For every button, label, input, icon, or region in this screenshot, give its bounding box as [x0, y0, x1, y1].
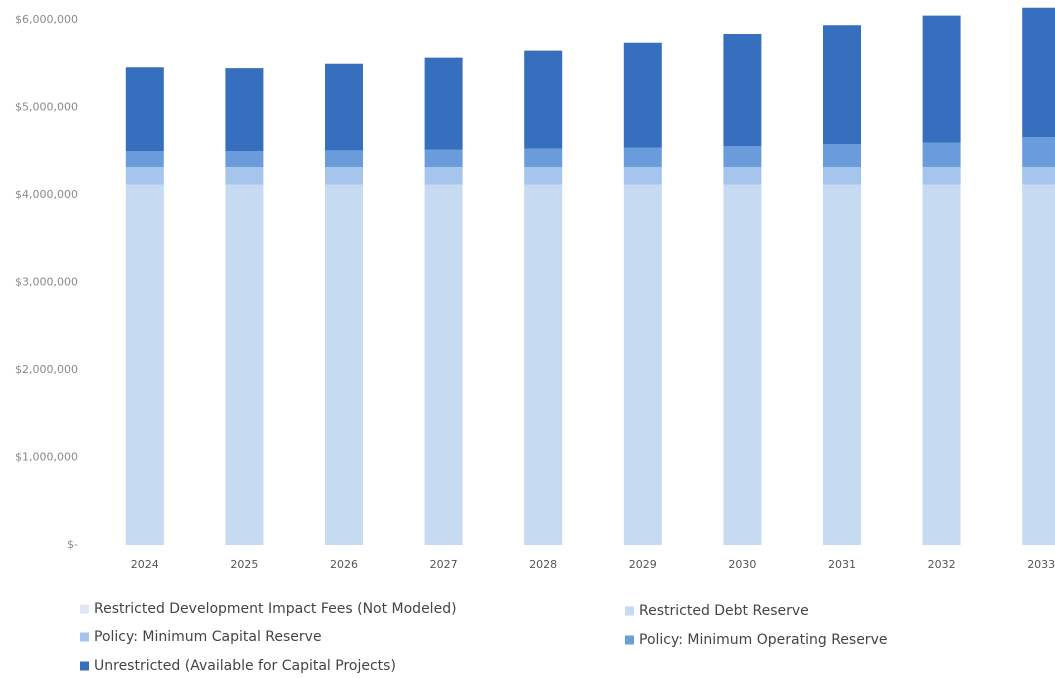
- bar-segment: [524, 50, 563, 149]
- legend-swatch: [625, 606, 634, 616]
- x-tick-label: 2028: [529, 558, 557, 571]
- x-tick-label: 2031: [828, 558, 856, 571]
- bar-segment: [1022, 184, 1055, 545]
- bar-segment: [1022, 7, 1055, 138]
- bar-segment: [325, 167, 363, 185]
- x-tick-label: 2033: [1027, 558, 1055, 571]
- bar-segment: [823, 144, 861, 167]
- bar-segment: [424, 57, 463, 150]
- legend-swatch: [80, 661, 89, 671]
- y-tick-label: $3,000,000: [15, 276, 78, 289]
- legend-swatch: [80, 632, 89, 642]
- x-tick-label: 2026: [330, 558, 358, 571]
- bar-segment: [1022, 167, 1055, 185]
- legend-label: Unrestricted (Available for Capital Proj…: [94, 658, 396, 674]
- x-tick-label: 2029: [629, 558, 657, 571]
- legend-label: Restricted Development Impact Fees (Not …: [94, 601, 457, 617]
- bar-segment: [723, 34, 762, 146]
- y-tick-label: $2,000,000: [15, 363, 78, 376]
- bar-segment: [723, 146, 762, 167]
- bar-segment: [1022, 137, 1055, 167]
- bar-segment: [225, 68, 264, 152]
- bar-segment: [922, 142, 961, 167]
- x-tick-label: 2032: [928, 558, 956, 571]
- bar-segment: [922, 167, 961, 185]
- bar-segment: [225, 184, 264, 545]
- x-tick-label: 2025: [230, 558, 258, 571]
- y-tick-label: $5,000,000: [15, 101, 78, 114]
- y-tick-label: $-: [67, 538, 78, 551]
- bar-segment: [125, 151, 164, 167]
- bar-segment: [623, 42, 662, 148]
- bar-segment: [922, 184, 961, 545]
- bar-segment: [524, 167, 563, 185]
- bar-segment: [922, 15, 961, 143]
- bar-segment: [424, 167, 463, 185]
- bar-segment: [623, 184, 662, 545]
- bar-segment: [823, 184, 861, 545]
- bar-segment: [823, 25, 861, 145]
- bar-segment: [125, 167, 164, 185]
- bar-segment: [623, 167, 662, 185]
- y-tick-label: $1,000,000: [15, 451, 78, 464]
- bar-segment: [623, 147, 662, 167]
- legend-label: Policy: Minimum Operating Reserve: [639, 632, 887, 648]
- bar-segment: [125, 184, 164, 545]
- bar-segment: [823, 167, 861, 185]
- legend-swatch: [80, 604, 89, 614]
- y-tick-label: $4,000,000: [15, 188, 78, 201]
- legend-swatch: [625, 635, 634, 645]
- bar-segment: [424, 184, 463, 545]
- bar-segment: [723, 167, 762, 185]
- x-tick-label: 2030: [728, 558, 756, 571]
- bar-segment: [325, 184, 363, 545]
- bar-segment: [225, 167, 264, 185]
- bar-segment: [723, 184, 762, 545]
- bar-segment: [424, 149, 463, 167]
- bar-segment: [125, 67, 164, 152]
- legend-label: Policy: Minimum Capital Reserve: [94, 629, 322, 645]
- bar-segment: [524, 148, 563, 167]
- bar-segment: [325, 63, 363, 151]
- x-tick-label: 2024: [131, 558, 159, 571]
- x-tick-label: 2027: [430, 558, 458, 571]
- bar-segment: [524, 184, 563, 545]
- bar-segment: [325, 150, 363, 167]
- y-tick-label: $6,000,000: [15, 13, 78, 26]
- legend-label: Restricted Debt Reserve: [639, 603, 809, 619]
- bar-segment: [225, 151, 264, 167]
